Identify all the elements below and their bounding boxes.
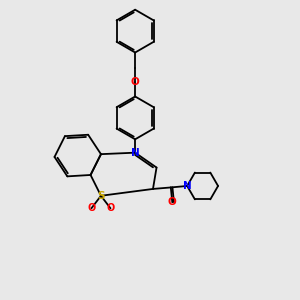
Text: O: O (87, 203, 96, 213)
Text: O: O (106, 203, 115, 213)
Text: N: N (183, 181, 191, 191)
Text: S: S (97, 191, 105, 201)
Text: N: N (131, 148, 140, 158)
Text: O: O (131, 77, 140, 87)
Text: O: O (168, 197, 177, 207)
